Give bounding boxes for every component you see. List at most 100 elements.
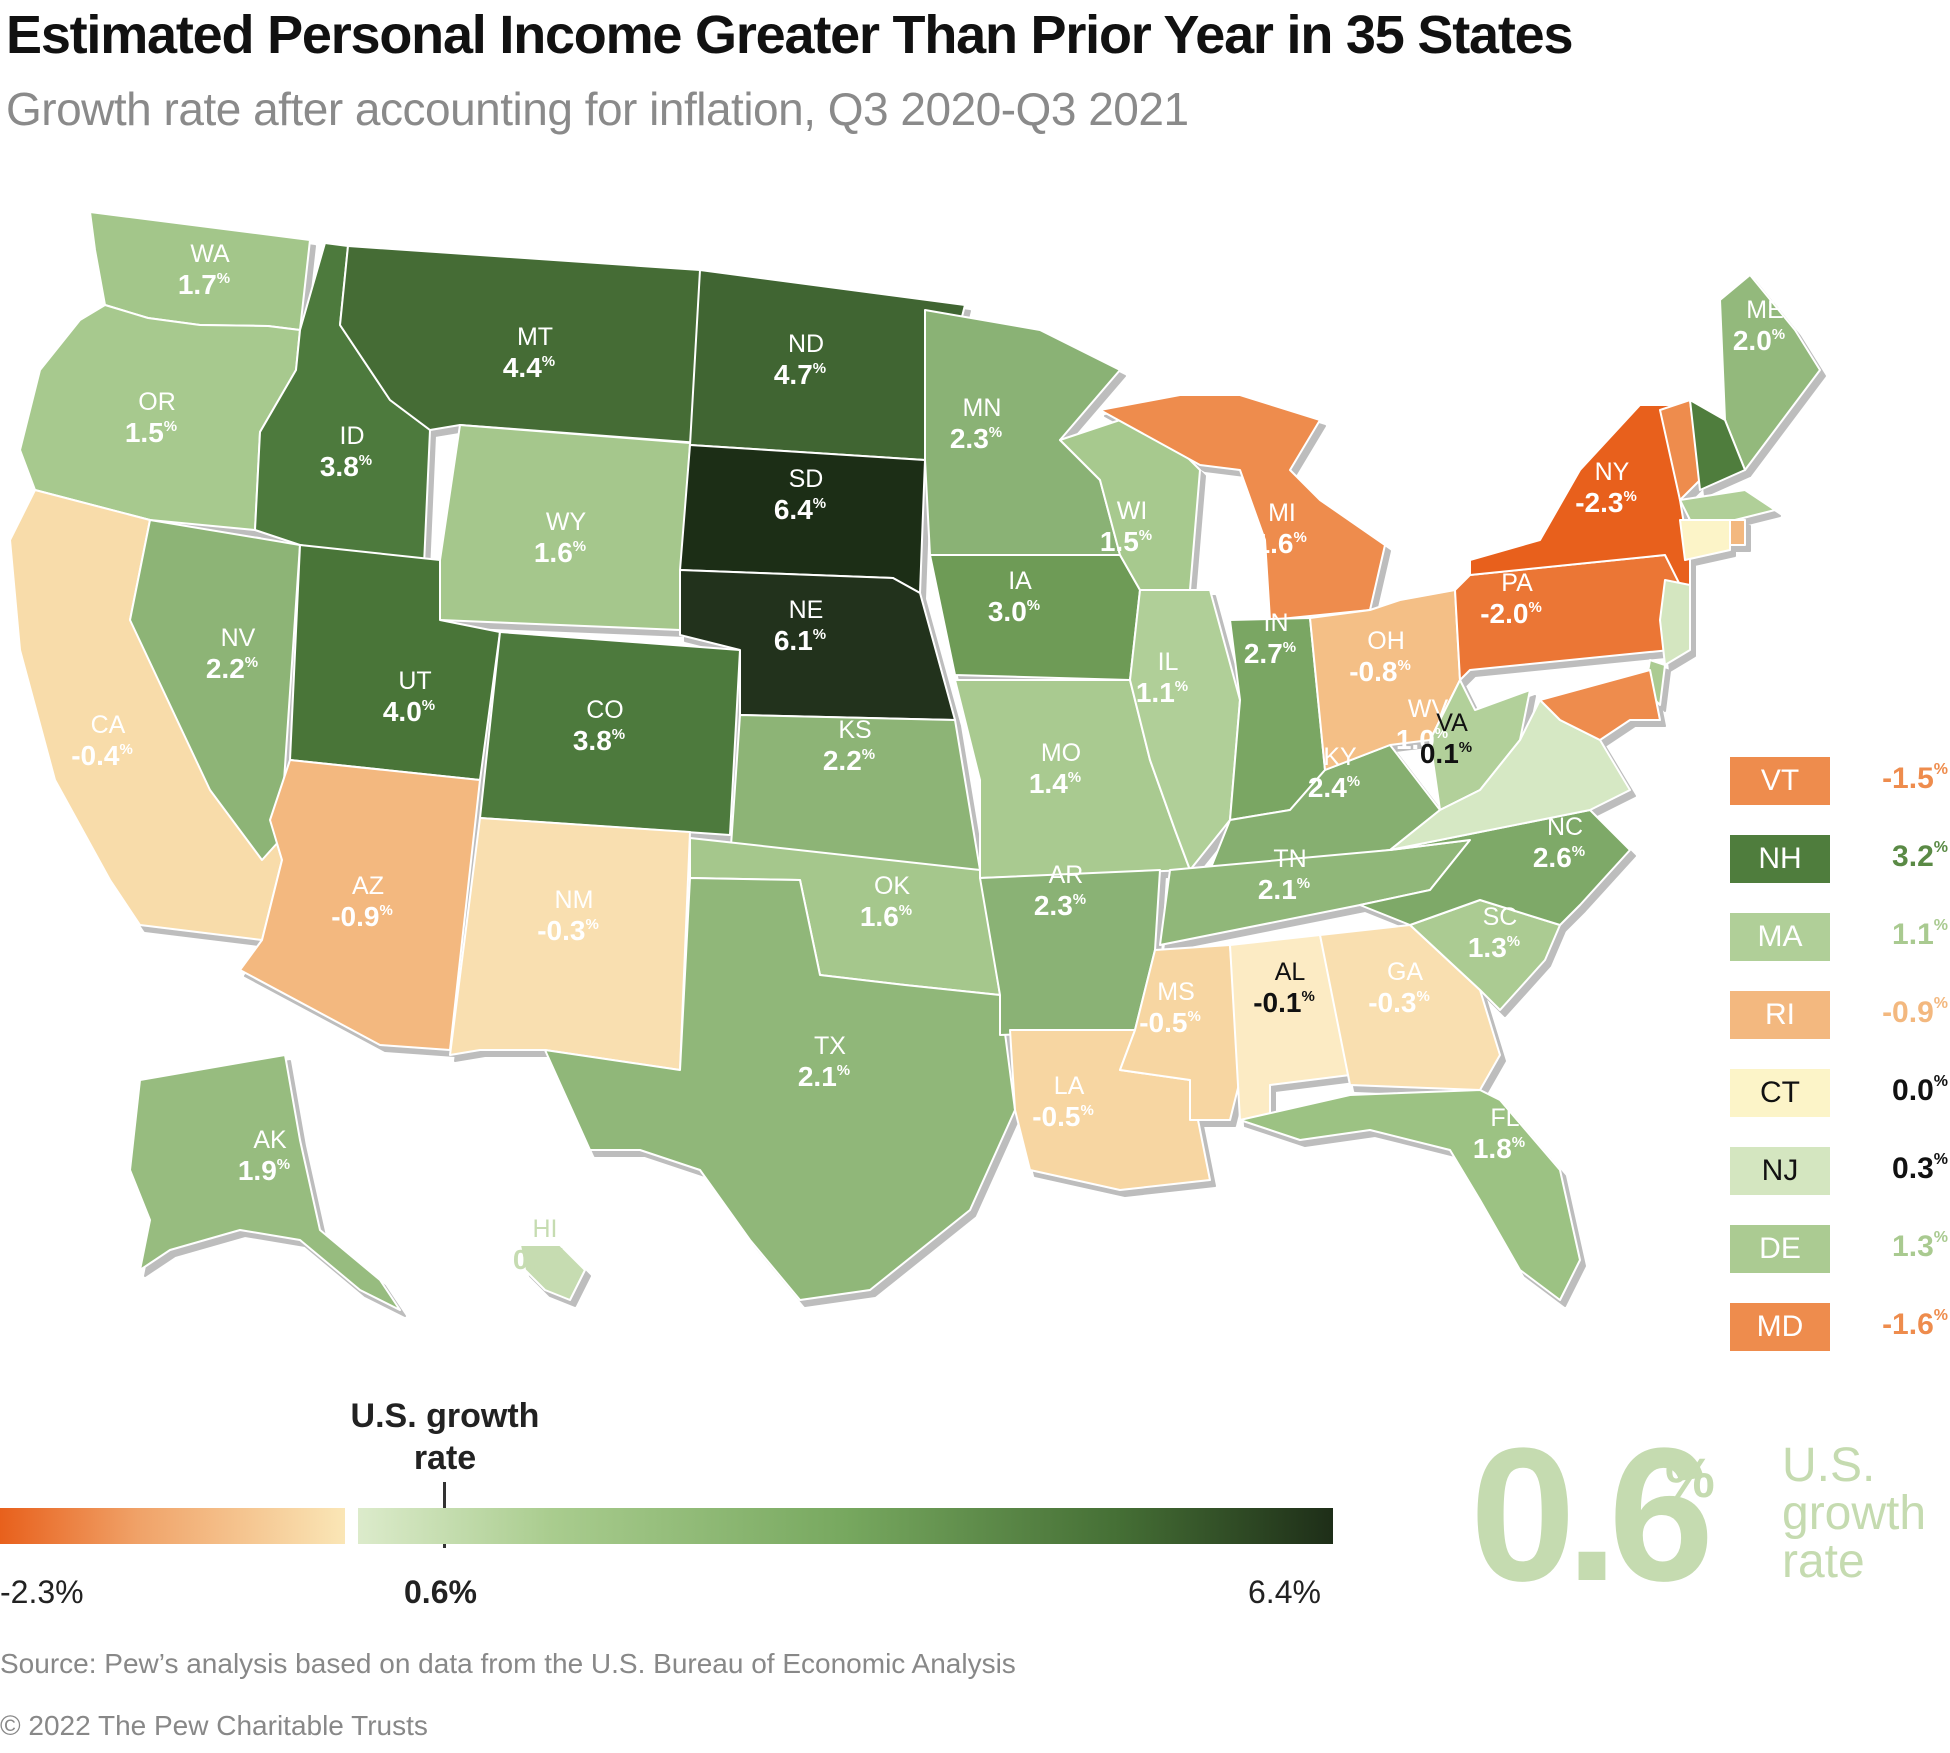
state-label-ut: UT xyxy=(398,667,431,695)
state-value-ar: 2.3% xyxy=(1034,890,1086,921)
state-value-in: 2.7% xyxy=(1244,638,1296,669)
state-value-mo: 1.4% xyxy=(1029,768,1081,799)
state-shape-nj[interactable] xyxy=(1659,579,1691,666)
copyright-note: © 2022 The Pew Charitable Trusts xyxy=(0,1710,428,1741)
state-shape-tx[interactable] xyxy=(544,877,1016,1301)
small-state-value-md: -1.6% xyxy=(1882,1307,1948,1341)
small-state-box-nj[interactable]: NJ xyxy=(1730,1147,1830,1195)
small-state-box-ri[interactable]: RI xyxy=(1730,991,1830,1039)
state-shape-wy[interactable] xyxy=(439,424,691,631)
state-value-tx: 2.1% xyxy=(798,1061,850,1092)
source-note: Source: Pew’s analysis based on data fro… xyxy=(0,1648,1016,1679)
state-value-ny: -2.3% xyxy=(1575,487,1637,518)
state-label-al: AL xyxy=(1275,958,1306,986)
small-state-box-md[interactable]: MD xyxy=(1730,1303,1830,1351)
state-label-ms: MS xyxy=(1157,978,1195,1006)
state-value-pa: -2.0% xyxy=(1480,598,1542,629)
state-label-ks: KS xyxy=(838,716,871,744)
state-value-oh: -0.8% xyxy=(1349,656,1411,687)
state-label-me: ME xyxy=(1746,296,1784,324)
state-label-sc: SC xyxy=(1483,903,1518,931)
state-label-ca: CA xyxy=(91,711,126,739)
state-shape-ia[interactable] xyxy=(929,554,1141,681)
state-value-sc: 1.3% xyxy=(1468,932,1520,963)
state-shape-ak[interactable] xyxy=(129,1054,401,1311)
state-labels-layer: WA1.7%OR1.5%CA-0.4%NV2.2%ID3.8%MT4.4%WY1… xyxy=(71,240,1785,1275)
small-state-abbr: CT xyxy=(1760,1076,1800,1109)
state-value-ut: 4.0% xyxy=(383,696,435,727)
state-label-ia: IA xyxy=(1008,567,1032,595)
state-shape-nh[interactable] xyxy=(1689,399,1746,491)
state-value-me: 2.0% xyxy=(1733,325,1785,356)
state-label-sd: SD xyxy=(789,465,824,493)
us-rate-caption-line3: rate xyxy=(1782,1535,1865,1588)
small-state-value-ma: 1.1% xyxy=(1892,917,1948,951)
state-label-oh: OH xyxy=(1367,627,1405,655)
state-value-ca: -0.4% xyxy=(71,740,133,771)
small-state-box-de[interactable]: DE xyxy=(1730,1225,1830,1273)
small-state-box-ma[interactable]: MA xyxy=(1730,913,1830,961)
small-state-value-nh: 3.2% xyxy=(1892,839,1948,873)
state-shape-co[interactable] xyxy=(479,631,741,836)
small-state-box-nh[interactable]: NH xyxy=(1730,835,1830,883)
state-label-in: IN xyxy=(1264,609,1289,637)
us-rate-caption-line1: U.S. xyxy=(1782,1439,1876,1492)
state-value-az: -0.9% xyxy=(331,901,393,932)
small-state-box-vt[interactable]: VT xyxy=(1730,757,1830,805)
state-value-nv: 2.2% xyxy=(206,653,258,684)
small-state-value-ri: -0.9% xyxy=(1882,995,1948,1029)
state-label-ny: NY xyxy=(1595,458,1630,486)
small-state-value-ct: 0.0% xyxy=(1892,1073,1948,1107)
state-label-mn: MN xyxy=(963,394,1002,422)
chart-subtitle: Growth rate after accounting for inflati… xyxy=(6,83,1189,135)
state-value-nd: 4.7% xyxy=(774,359,826,390)
state-label-hi: HI xyxy=(533,1215,558,1243)
states-layer xyxy=(9,211,1821,1311)
state-label-ky: KY xyxy=(1323,743,1357,771)
state-shape-hi[interactable] xyxy=(519,1244,586,1301)
state-shape-ma[interactable] xyxy=(1679,489,1776,521)
state-shape-fl[interactable] xyxy=(1239,1089,1581,1301)
state-value-tn: 2.1% xyxy=(1258,874,1310,905)
state-value-al: -0.1% xyxy=(1253,987,1315,1018)
state-label-az: AZ xyxy=(352,872,384,900)
state-value-ga: -0.3% xyxy=(1368,987,1430,1018)
state-value-nc: 2.6% xyxy=(1533,842,1585,873)
state-value-wy: 1.6% xyxy=(534,537,586,568)
state-value-ky: 2.4% xyxy=(1308,772,1360,803)
state-value-or: 1.5% xyxy=(125,417,177,448)
state-label-mo: MO xyxy=(1041,739,1081,767)
small-state-abbr: MA xyxy=(1757,920,1803,953)
legend-scale-negative xyxy=(0,1508,345,1544)
state-shape-ct[interactable] xyxy=(1679,519,1731,561)
state-shape-mi[interactable] xyxy=(1099,394,1386,621)
small-state-abbr: NH xyxy=(1758,842,1802,875)
state-value-il: 1.1% xyxy=(1136,677,1188,708)
state-label-mt: MT xyxy=(517,323,553,351)
state-label-or: OR xyxy=(138,388,176,416)
state-shape-nd[interactable] xyxy=(689,269,966,461)
state-value-ak: 1.9% xyxy=(238,1155,290,1186)
state-value-la: -0.5% xyxy=(1032,1101,1094,1132)
legend-title: U.S. growth rate xyxy=(350,1397,540,1477)
state-shape-nc[interactable] xyxy=(1359,809,1631,926)
state-label-nd: ND xyxy=(788,330,824,358)
us-map: WA1.7%OR1.5%CA-0.4%NV2.2%ID3.8%MT4.4%WY1… xyxy=(9,211,1821,1311)
small-state-box-ct[interactable]: CT xyxy=(1730,1069,1830,1117)
chart-title: Estimated Personal Income Greater Than P… xyxy=(6,5,1573,65)
legend-mid-label: 0.6% xyxy=(404,1574,477,1610)
state-value-mt: 4.4% xyxy=(503,352,555,383)
state-label-la: LA xyxy=(1054,1072,1085,1100)
state-shape-md[interactable] xyxy=(1539,669,1661,741)
small-state-abbr: NJ xyxy=(1761,1154,1799,1187)
state-value-ia: 3.0% xyxy=(988,596,1040,627)
state-value-mn: 2.3% xyxy=(950,423,1002,454)
state-shape-az[interactable] xyxy=(239,759,481,1051)
small-state-abbr: RI xyxy=(1765,998,1795,1031)
state-label-nc: NC xyxy=(1547,813,1583,841)
state-value-wa: 1.7% xyxy=(178,269,230,300)
state-label-pa: PA xyxy=(1501,569,1533,597)
state-label-wi: WI xyxy=(1117,497,1148,525)
state-shape-ri[interactable] xyxy=(1729,519,1746,546)
us-rate-caption: U.S. growth rate xyxy=(1782,1442,1926,1586)
